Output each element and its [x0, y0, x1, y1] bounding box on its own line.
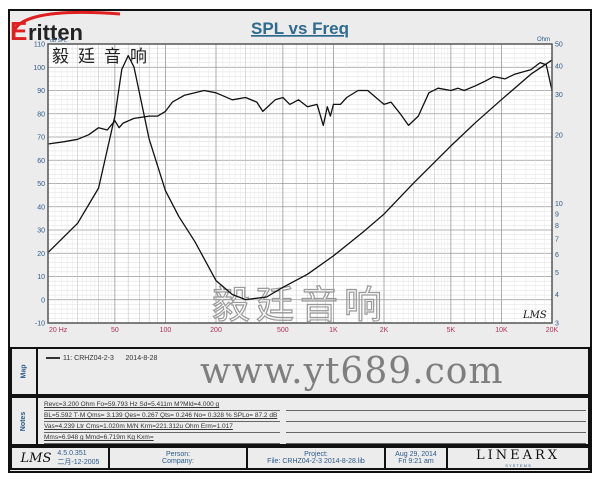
spl-chart: E ritten SPL vs Freq dB SPL Ohm 毅廷音响 毅廷音…	[10, 10, 563, 335]
y-left-tick-label: 90	[37, 88, 45, 95]
company-label: Company:	[162, 458, 194, 465]
map-label: Map	[20, 364, 28, 379]
lms-corner-logo: LMS	[522, 310, 547, 321]
x-tick-label: 20K	[546, 327, 559, 334]
y-left-tick-label: -10	[35, 321, 45, 328]
y-left-tick-label: 100	[33, 65, 45, 72]
file-name: File: CRHZ04-2-3 2014-8-28.lib	[267, 458, 365, 465]
x-tick-label: 100	[160, 327, 172, 334]
note-line-1: Revc=3.200 Ohm Fo=59.793 Hz Sd=5.411m M?…	[44, 401, 220, 408]
chart-title: SPL vs Freq	[251, 19, 349, 38]
map-side-label: Map	[12, 349, 38, 394]
y-left-tick-label: 0	[41, 297, 45, 304]
x-tick-label: 5K	[447, 327, 456, 334]
plot-border	[47, 43, 553, 324]
y-right-tick-label: 20	[555, 132, 563, 139]
logo-text: ritten	[28, 20, 83, 45]
footer-project: Project: File: CRHZ04-2-3 2014-8-28.lib	[248, 448, 386, 468]
y-left-tick-label: 110	[34, 42, 45, 49]
version: 4.5.0.351	[57, 449, 87, 457]
y-left-tick-label: 60	[37, 158, 45, 165]
linearx-logo: LINEARX S Y S T E M S	[448, 448, 588, 468]
y-right-tick-label: 5	[555, 270, 559, 277]
x-tick-label: 1K	[329, 327, 338, 334]
build-date: 二月-12-2005	[57, 458, 100, 466]
legend-entry-date: 2014-8-28	[125, 355, 158, 362]
linearx-text: LINEARX	[475, 448, 561, 463]
project-label: Project:	[304, 451, 328, 458]
linearx-sub: S Y S T E M S	[505, 463, 531, 468]
logo-chinese: 毅廷音响	[52, 47, 156, 67]
date: Aug 29, 2014	[395, 451, 437, 458]
person-label: Person:	[165, 451, 191, 458]
y-right-tick-label: 4	[555, 292, 559, 299]
y-right-tick-label: 10	[555, 201, 563, 208]
plot-watermark: 毅廷音响	[212, 283, 388, 327]
right-axis-label: Ohm	[537, 37, 550, 43]
y-right-tick-label: 40	[555, 64, 563, 71]
y-left-tick-label: 40	[37, 204, 45, 211]
notes-panel: Notes Revc=3.200 Ohm Fo=59.793 Hz Sd=5.4…	[10, 396, 590, 446]
legend-entry-name: 11: CRHZ04-2-3	[63, 355, 114, 362]
spl-curve	[47, 61, 553, 145]
lms-logo: LMS	[20, 450, 52, 466]
y-right-tick-label: 6	[555, 252, 559, 259]
y-left-tick-label: 20	[37, 251, 45, 258]
notes-side-label: Notes	[12, 398, 38, 444]
y-left-tick-label: 10	[37, 274, 45, 281]
y-right-tick-label: 3	[555, 321, 559, 328]
x-tick-label: 200	[210, 327, 222, 334]
series-group	[47, 54, 553, 301]
legend-line-swatch	[46, 357, 60, 360]
impedance-curve	[47, 54, 553, 301]
note-line-3: Vas=4.239 Ltr Cms=1.020m M/N Krm=221.312…	[44, 423, 233, 430]
y-right-tick-label: 7	[555, 236, 559, 243]
x-tick-label: 2K	[380, 327, 389, 334]
x-tick-label: 50	[111, 327, 119, 334]
y-left-tick-label: 50	[37, 181, 45, 188]
footer-datetime: Aug 29, 2014 Fri 9:21 am	[386, 448, 448, 468]
footer-person: Person: Company:	[110, 448, 248, 468]
time: Fri 9:21 am	[398, 458, 434, 465]
y-right-tick-label: 30	[555, 92, 563, 99]
logo-letter: E	[10, 16, 27, 46]
y-left-tick-label: 80	[37, 111, 45, 118]
y-right-tick-label: 9	[555, 212, 559, 219]
footer-app: LMS 4.5.0.351 二月-12-2005	[12, 448, 110, 468]
url-watermark: www.yt689.com	[200, 351, 504, 392]
x-tick-label: 500	[277, 327, 289, 334]
tick-labels: 20 Hz 50 100 200 500 1K 2K 5K 10K 20K -10 0 10 20 30 40…	[33, 42, 563, 335]
y-left-tick-label: 70	[37, 135, 45, 142]
y-right-tick-label: 8	[555, 223, 559, 230]
note-line-4: Mms=6.948 g Mmd=6.719m Kg Kxm=	[44, 434, 154, 441]
x-tick-label: 10K	[495, 327, 508, 334]
map-panel: Map 11: CRHZ04-2-3 2014-8-28	[10, 347, 590, 396]
y-right-tick-label: 50	[555, 42, 563, 49]
legend-entry[interactable]: 11: CRHZ04-2-3 2014-8-28	[46, 355, 157, 362]
note-line-2: BL=5.592 T·M Qms= 3.139 Qes= 0.267 Qts= …	[44, 412, 278, 419]
left-axis-label: dB SPL	[50, 38, 67, 44]
footer: LMS 4.5.0.351 二月-12-2005 Person: Company: …	[10, 446, 590, 470]
x-tick-label: 20 Hz	[49, 327, 68, 334]
brand-logo: E ritten	[10, 10, 121, 46]
y-left-tick-label: 30	[37, 228, 45, 235]
notes-label: Notes	[20, 411, 28, 431]
